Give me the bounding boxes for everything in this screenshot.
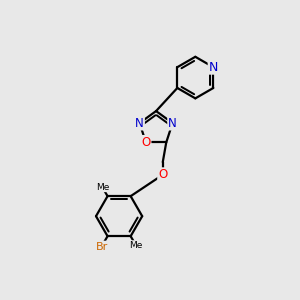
Text: N: N (135, 116, 144, 130)
Text: N: N (208, 61, 218, 74)
Text: N: N (168, 116, 177, 130)
Text: O: O (158, 168, 167, 181)
Text: O: O (141, 136, 151, 149)
Text: Me: Me (96, 183, 109, 192)
Text: Br: Br (95, 242, 108, 252)
Text: Me: Me (129, 241, 142, 250)
